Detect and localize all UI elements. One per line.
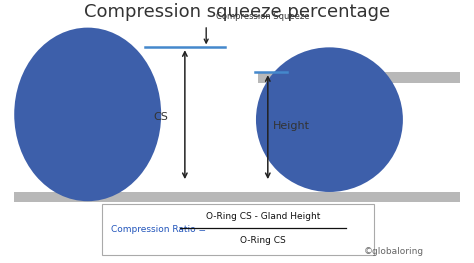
- Text: O-Ring CS: O-Ring CS: [240, 236, 286, 245]
- Text: ©globaloring: ©globaloring: [364, 247, 423, 256]
- Ellipse shape: [256, 47, 403, 192]
- FancyBboxPatch shape: [258, 72, 460, 83]
- FancyBboxPatch shape: [14, 192, 460, 202]
- Ellipse shape: [14, 28, 161, 201]
- Text: Compression squeeze percentage: Compression squeeze percentage: [84, 3, 390, 21]
- Text: Height: Height: [273, 121, 310, 131]
- Text: Compression Squeeze: Compression Squeeze: [216, 12, 309, 21]
- Text: CS: CS: [154, 112, 169, 122]
- Text: O-Ring CS - Gland Height: O-Ring CS - Gland Height: [206, 212, 320, 221]
- FancyBboxPatch shape: [102, 204, 374, 255]
- Text: Compression Ratio =: Compression Ratio =: [111, 225, 206, 234]
